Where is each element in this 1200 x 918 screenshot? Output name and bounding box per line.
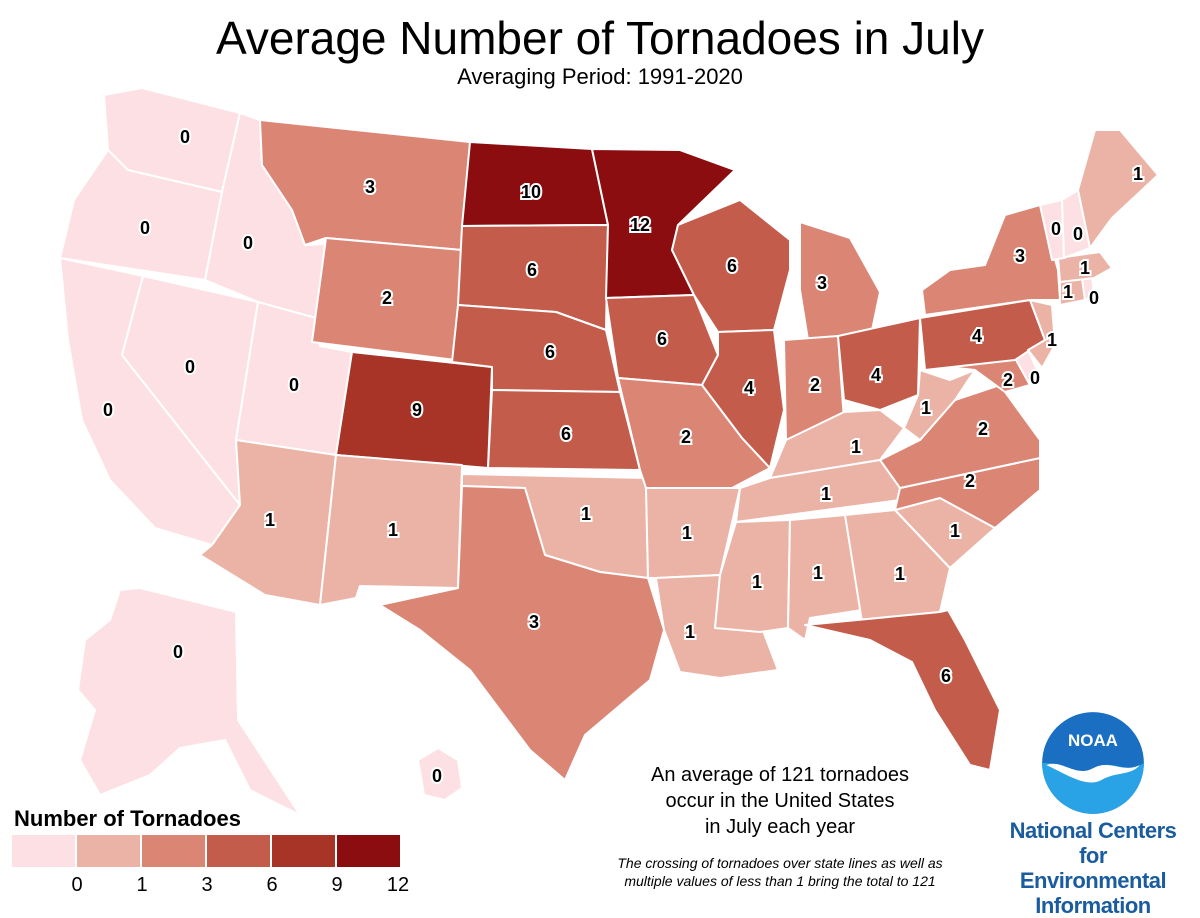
label-DE: 0 bbox=[1030, 368, 1040, 388]
state-TX[interactable] bbox=[379, 485, 665, 781]
label-SD: 6 bbox=[527, 260, 537, 280]
label-MA: 1 bbox=[1080, 258, 1090, 278]
label-KS: 6 bbox=[561, 424, 571, 444]
label-GA: 1 bbox=[895, 564, 905, 584]
state-AK[interactable] bbox=[77, 587, 301, 816]
label-VT: 0 bbox=[1051, 219, 1061, 239]
label-NH: 0 bbox=[1073, 224, 1083, 244]
label-CT: 1 bbox=[1063, 282, 1073, 302]
label-NM: 1 bbox=[388, 520, 398, 540]
label-ID: 0 bbox=[243, 233, 253, 253]
state-NY[interactable] bbox=[921, 204, 1061, 316]
state-FL[interactable] bbox=[804, 609, 1001, 771]
label-WA: 0 bbox=[180, 127, 190, 147]
footnote-line-2: multiple values of less than 1 bring the… bbox=[624, 873, 936, 889]
state-HI[interactable] bbox=[417, 747, 463, 801]
label-AK: 0 bbox=[173, 642, 183, 662]
label-OR: 0 bbox=[140, 218, 150, 238]
ncei-line-2: Environmental bbox=[1019, 868, 1167, 893]
label-OK: 1 bbox=[581, 504, 591, 524]
label-TN: 1 bbox=[821, 484, 831, 504]
label-MO: 2 bbox=[681, 427, 691, 447]
label-AR: 1 bbox=[682, 523, 692, 543]
state-NJ[interactable] bbox=[1027, 299, 1056, 369]
label-LA: 1 bbox=[685, 622, 695, 642]
legend-swatch-4 bbox=[272, 835, 337, 867]
label-AL: 1 bbox=[813, 563, 823, 583]
legend-tick-3: 6 bbox=[266, 874, 278, 896]
legend-tick-1: 1 bbox=[136, 874, 148, 896]
ncei-wordmark: National Centers for Environmental Infor… bbox=[998, 818, 1188, 918]
legend-tick-4: 9 bbox=[331, 874, 343, 896]
map-subtitle: Averaging Period: 1991-2020 bbox=[457, 64, 743, 89]
legend-swatch-1 bbox=[77, 835, 142, 867]
ncei-line-1: National Centers for bbox=[1009, 818, 1177, 868]
state-MI[interactable] bbox=[799, 221, 881, 341]
legend-tick-2: 3 bbox=[201, 874, 213, 896]
label-WY: 2 bbox=[382, 288, 392, 308]
label-HI: 0 bbox=[432, 766, 442, 786]
label-MN: 12 bbox=[630, 215, 650, 235]
label-AZ: 1 bbox=[265, 510, 275, 530]
label-CO: 9 bbox=[412, 400, 422, 420]
label-PA: 4 bbox=[972, 326, 982, 346]
noaa-logo-text: NOAA bbox=[1068, 731, 1118, 750]
map-title: Average Number of Tornadoes in July bbox=[216, 12, 984, 64]
footnote: The crossing of tornadoes over state lin… bbox=[560, 854, 1000, 890]
label-RI: 0 bbox=[1089, 288, 1099, 308]
label-MD: 2 bbox=[1003, 370, 1013, 390]
label-ME: 1 bbox=[1133, 164, 1143, 184]
label-FL: 6 bbox=[941, 666, 951, 686]
label-MT: 3 bbox=[365, 177, 375, 197]
summary-line-3: in July each year bbox=[704, 816, 856, 838]
legend-tick-0: 0 bbox=[71, 874, 83, 896]
state-NM[interactable] bbox=[319, 454, 463, 606]
label-UT: 0 bbox=[289, 375, 299, 395]
summary-note: An average of 121 tornadoes occur in the… bbox=[600, 762, 960, 840]
noaa-logo: NOAA bbox=[1042, 712, 1144, 814]
state-MA[interactable] bbox=[1057, 251, 1113, 283]
label-SC: 1 bbox=[950, 521, 960, 541]
label-IN: 2 bbox=[810, 375, 820, 395]
label-VA: 2 bbox=[978, 419, 988, 439]
legend-swatch-0 bbox=[12, 835, 77, 867]
label-WV: 1 bbox=[921, 398, 931, 418]
label-MI: 3 bbox=[817, 273, 827, 293]
state-OH[interactable] bbox=[837, 317, 921, 411]
label-OH: 4 bbox=[871, 365, 881, 385]
label-WI: 6 bbox=[727, 256, 737, 276]
label-NE: 6 bbox=[545, 342, 555, 362]
legend-swatch-2 bbox=[142, 835, 207, 867]
state-GA[interactable] bbox=[844, 509, 951, 623]
footnote-line-1: The crossing of tornadoes over state lin… bbox=[617, 855, 943, 871]
label-ND: 10 bbox=[521, 182, 541, 202]
legend-swatch-5 bbox=[337, 835, 402, 867]
label-NC: 2 bbox=[965, 471, 975, 491]
summary-line-1: An average of 121 tornadoes bbox=[651, 764, 909, 786]
label-IA: 6 bbox=[657, 329, 667, 349]
legend-tick-5: 12 bbox=[386, 874, 410, 896]
legend-color-scale bbox=[12, 835, 402, 867]
legend-title: Number of Tornadoes bbox=[14, 806, 241, 831]
label-MS: 1 bbox=[752, 572, 762, 592]
label-KY: 1 bbox=[851, 437, 861, 457]
label-TX: 3 bbox=[529, 612, 539, 632]
summary-line-2: occur in the United States bbox=[665, 790, 895, 812]
label-NJ: 1 bbox=[1047, 330, 1057, 350]
label-NV: 0 bbox=[185, 357, 195, 377]
label-CA: 0 bbox=[103, 400, 113, 420]
state-ME[interactable] bbox=[1077, 129, 1159, 249]
ncei-line-3: Information bbox=[1035, 893, 1151, 918]
label-NY: 3 bbox=[1015, 246, 1025, 266]
label-IL: 4 bbox=[744, 378, 754, 398]
legend-swatch-3 bbox=[207, 835, 272, 867]
state-WV[interactable] bbox=[903, 369, 976, 441]
state-IL[interactable] bbox=[701, 329, 785, 469]
